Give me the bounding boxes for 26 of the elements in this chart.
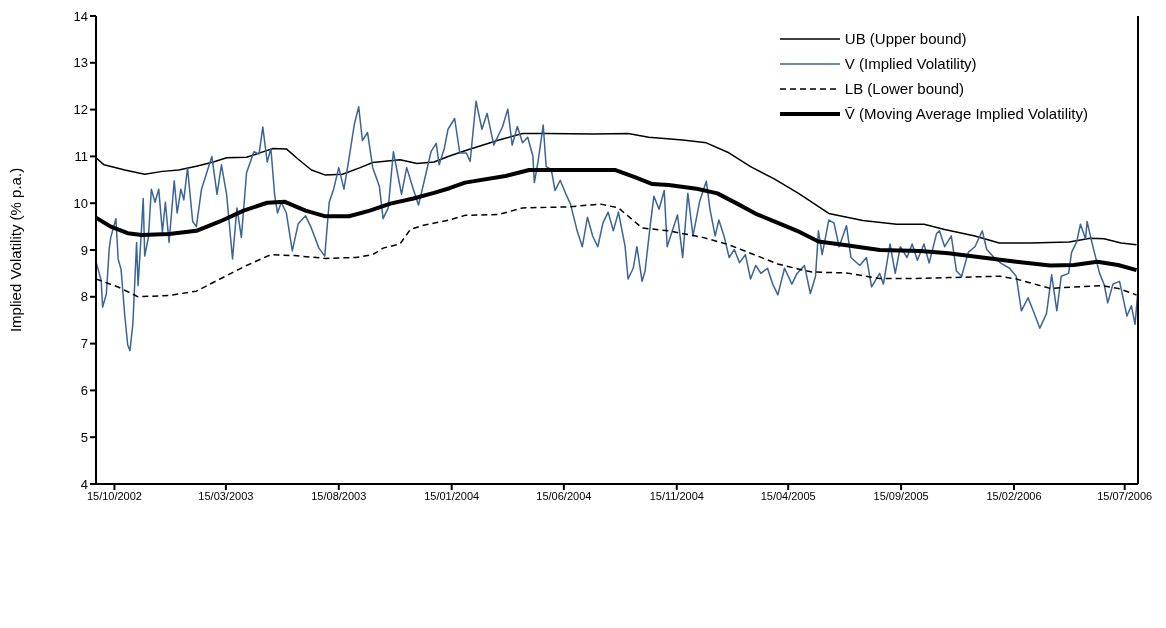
legend-label: UB (Upper bound) [844, 30, 967, 47]
x-tick-label: 15/02/2006 [986, 489, 1042, 502]
legend-label: V (Implied Volatility) [844, 55, 977, 72]
x-tick-label: 15/07/2006 [1097, 489, 1153, 502]
x-tick-label: 15/10/2002 [86, 489, 142, 502]
y-tick-label: 4 [80, 476, 88, 492]
x-tick-label: 15/06/2004 [536, 489, 592, 502]
y-tick-label: 8 [80, 289, 88, 305]
x-tick-label: 15/09/2005 [873, 489, 929, 502]
x-tick-label: 15/08/2003 [311, 489, 367, 502]
y-tick-label: 10 [73, 195, 88, 211]
y-tick-label: 9 [80, 242, 88, 258]
y-axis-title: Implied Volatility (% p.a.) [7, 167, 25, 333]
y-tick-label: 14 [73, 8, 88, 24]
x-tick-label: 15/11/2004 [649, 489, 704, 502]
x-tick-label: 15/01/2004 [424, 489, 480, 502]
y-tick-label: 6 [80, 383, 88, 399]
y-tick-label: 7 [80, 336, 88, 352]
legend-label: LB (Lower bound) [844, 80, 965, 97]
x-tick-label: 15/04/2005 [760, 489, 816, 502]
y-tick-label: 12 [73, 102, 88, 118]
x-tick-label: 15/03/2003 [198, 489, 254, 502]
y-tick-label: 5 [80, 429, 88, 445]
legend-label: V̄ (Moving Average Implied Volatility) [844, 105, 1088, 122]
y-tick-label: 13 [73, 55, 88, 71]
y-tick-label: 11 [74, 149, 88, 165]
